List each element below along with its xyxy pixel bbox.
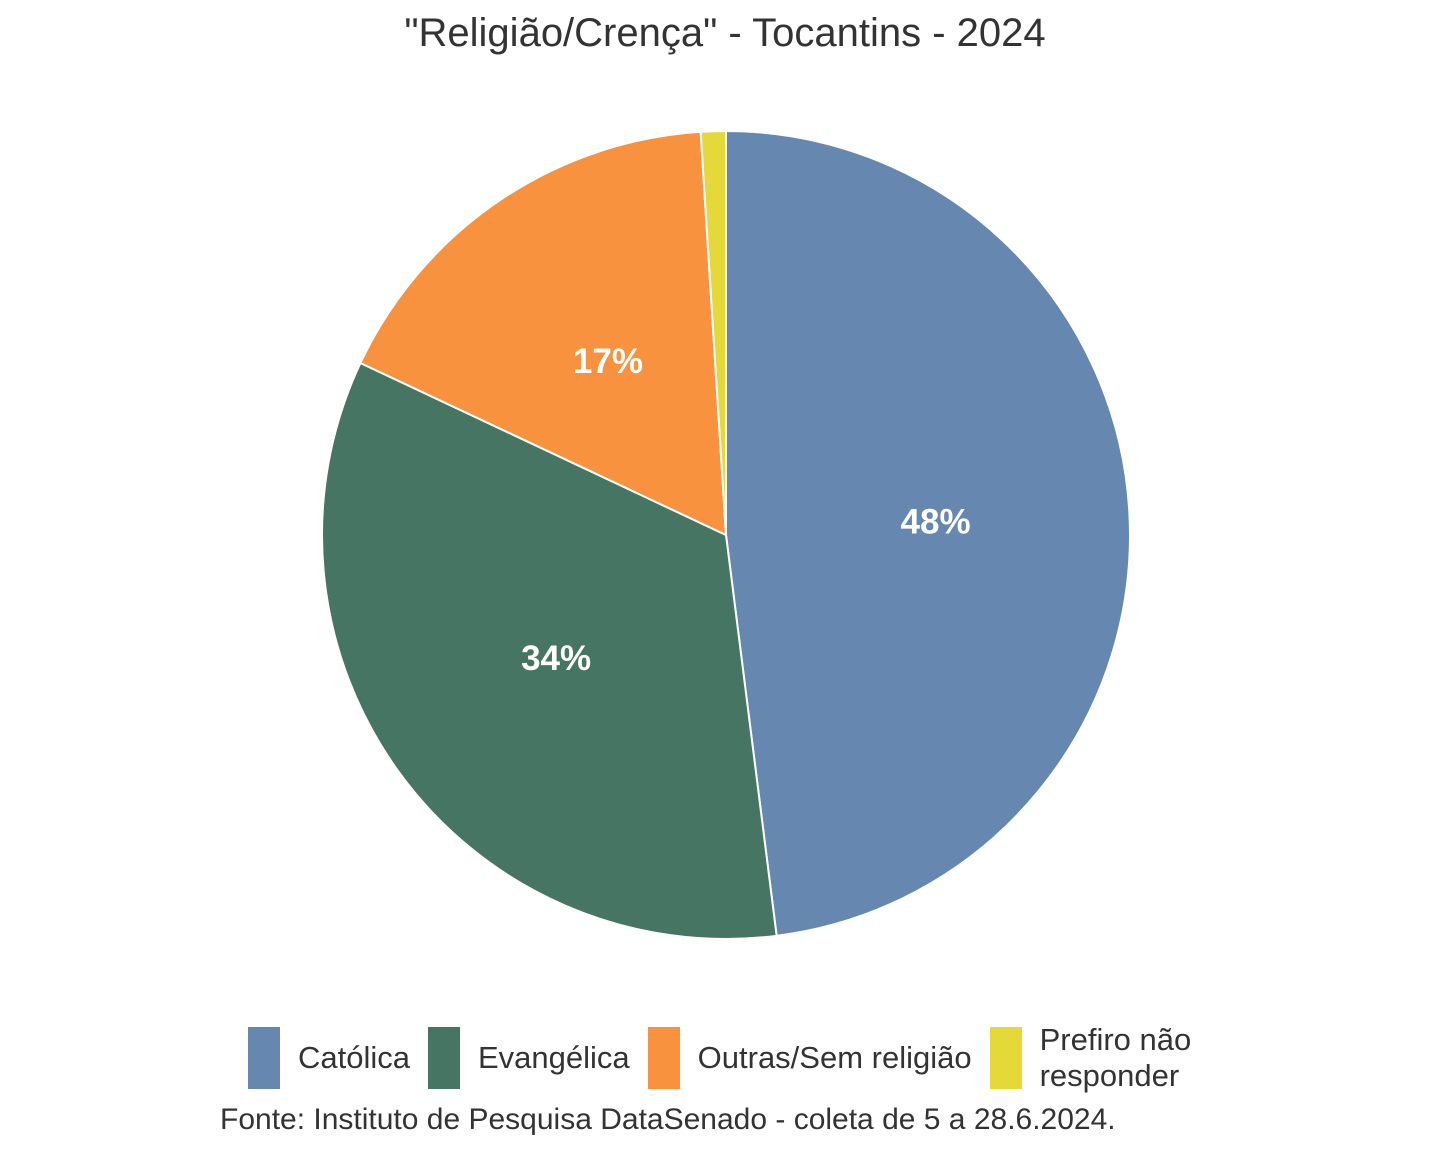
legend-item-prefiro-nao-responder: Prefiro não responder — [989, 1022, 1210, 1093]
legend-label-evangelica: Evangélica — [478, 1040, 630, 1075]
legend-swatch-outras — [647, 1027, 680, 1089]
pie-slice-prefiro-nao-responder — [699, 129, 727, 536]
pie-label-evangelica: 34% — [521, 639, 591, 678]
pie-label-outras: 17% — [573, 342, 643, 381]
pie-slice-evangelica — [321, 361, 778, 940]
chart-title: "Religião/Crença" - Tocantins - 2024 — [404, 11, 1046, 55]
legend-label-prefiro-nao-responder: Prefiro não responder — [1039, 1022, 1192, 1093]
legend-swatch-prefiro-nao-responder — [989, 1027, 1022, 1089]
legend-item-evangelica: Evangélica — [428, 1026, 648, 1090]
legend-swatch-evangelica — [428, 1027, 460, 1089]
pie-label-catolica: 48% — [901, 502, 971, 541]
legend-item-outras: Outras/Sem religião — [647, 1026, 990, 1090]
legend: Católica Evangélica Outras/Sem religião … — [248, 1022, 1210, 1093]
pie-slice-outras — [359, 130, 728, 537]
source-caption: Fonte: Instituto de Pesquisa DataSenado … — [220, 1103, 1116, 1136]
legend-swatch-catolica — [248, 1027, 280, 1089]
legend-label-outras: Outras/Sem religião — [697, 1040, 972, 1075]
legend-item-catolica: Católica — [248, 1026, 428, 1090]
legend-label-catolica: Católica — [298, 1040, 410, 1075]
pie-slice-catolica — [725, 129, 1131, 937]
pie-chart: 48% 34% 17% — [321, 129, 1131, 940]
